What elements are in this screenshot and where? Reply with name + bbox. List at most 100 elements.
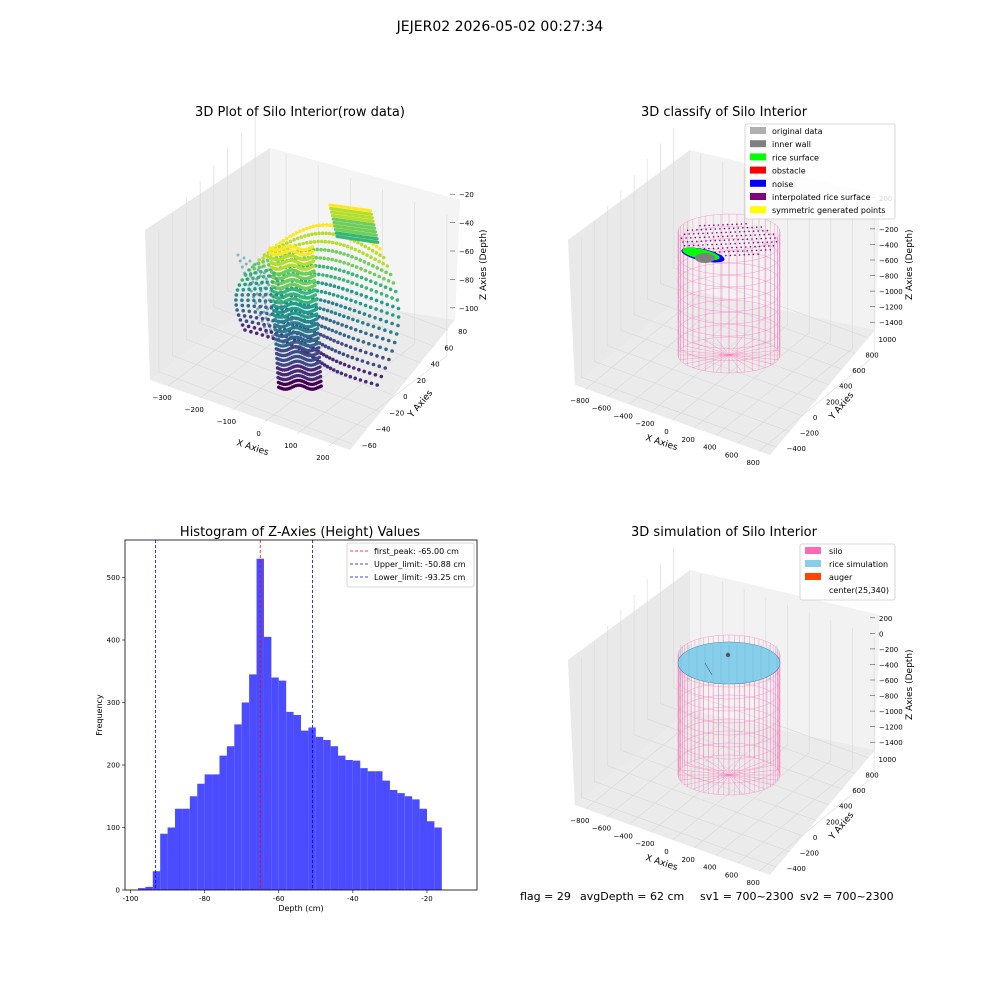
histogram-bar [367, 771, 376, 890]
point [336, 321, 340, 326]
point [260, 319, 264, 323]
point [329, 310, 334, 314]
point [327, 231, 332, 236]
point [236, 253, 240, 257]
point [328, 366, 333, 371]
point [375, 266, 380, 270]
point [256, 261, 261, 266]
x-tick-label: 0 [664, 848, 668, 856]
y-tick-label: 200 [107, 762, 120, 770]
point [316, 331, 320, 335]
point [234, 303, 238, 307]
point [311, 250, 315, 254]
x-tick-label: −100 [217, 418, 236, 426]
silo-floor-spoke [728, 354, 755, 371]
point [279, 304, 283, 308]
point [314, 224, 319, 228]
point [370, 216, 374, 220]
x-tick-label: -80 [199, 895, 210, 903]
point [325, 265, 330, 270]
point [375, 335, 379, 339]
point [311, 224, 316, 229]
point [364, 350, 368, 355]
grid-line-y [213, 306, 407, 380]
point [367, 314, 372, 318]
interpolated-rice-point [686, 229, 689, 231]
raw-z-ticks: −20 −40 −60 −80 −100 [459, 191, 478, 313]
grid-line-y [172, 355, 366, 428]
point [366, 361, 370, 365]
point [342, 362, 347, 367]
histogram-x-ticks: -100 -80 -60 -40 -20 [123, 890, 433, 903]
point [382, 276, 386, 281]
point [364, 331, 368, 336]
silo-floor-spoke [715, 774, 730, 795]
interpolated-rice-point [691, 229, 694, 231]
point [330, 257, 334, 262]
simulation-legend-label: rice simulation [829, 560, 888, 569]
point [381, 355, 385, 360]
point [341, 278, 346, 282]
point [270, 280, 274, 284]
interpolated-rice-point [726, 247, 729, 249]
interpolated-rice-point [757, 253, 759, 255]
point [301, 228, 306, 232]
point [329, 274, 333, 279]
histogram-bar [345, 760, 353, 890]
point [298, 229, 302, 234]
y-tick-label: 100 [107, 824, 120, 832]
interpolated-rice-point [708, 224, 710, 227]
point [327, 240, 331, 244]
panel-raw-title: 3D Plot of Silo Interior(row data) [195, 105, 405, 120]
point [350, 272, 355, 277]
x-tick-label: 100 [284, 442, 297, 450]
interpolated-rice-point [691, 240, 693, 243]
y-tick-label: 1000 [878, 336, 896, 344]
point [318, 370, 322, 374]
point [259, 270, 263, 274]
y-tick-label: −200 [800, 430, 819, 438]
point [294, 331, 298, 335]
point [245, 277, 249, 281]
point [318, 365, 322, 369]
x-tick-label: −200 [185, 406, 204, 414]
point [310, 232, 314, 237]
grid-line-x [715, 340, 832, 436]
point [240, 278, 244, 282]
classify-legend-label: inner wall [772, 140, 811, 149]
point [342, 243, 346, 248]
point [320, 281, 325, 286]
y-tick-label: −60 [362, 442, 377, 450]
classify-legend: original data inner wall rice surface obsta… [744, 123, 896, 220]
point [357, 249, 362, 254]
point [321, 316, 325, 320]
classify-legend-label: rice surface [772, 153, 819, 162]
interpolated-rice-point [725, 254, 727, 257]
point [392, 340, 397, 345]
point [349, 246, 354, 250]
point [272, 325, 276, 329]
interpolated-rice-point [743, 230, 746, 233]
histogram-bar [256, 558, 264, 890]
point [367, 246, 371, 251]
point [290, 319, 294, 323]
point [281, 295, 285, 299]
inner-wall-cluster [695, 253, 715, 263]
point [388, 287, 393, 292]
histogram-bar [197, 783, 205, 890]
point [326, 327, 331, 331]
histogram-bar [330, 746, 339, 890]
x-tick-label: 600 [725, 451, 738, 459]
point [272, 271, 276, 275]
z-tick-label: −1400 [879, 739, 903, 747]
z-tick-label: −800 [879, 693, 898, 701]
point [266, 322, 270, 326]
point [319, 379, 323, 383]
point [339, 371, 344, 376]
point [343, 373, 348, 377]
interpolated-rice-point [742, 238, 744, 241]
point [378, 345, 382, 350]
histogram-bar [234, 724, 242, 891]
grid-line-y [200, 322, 394, 396]
point [362, 369, 367, 374]
